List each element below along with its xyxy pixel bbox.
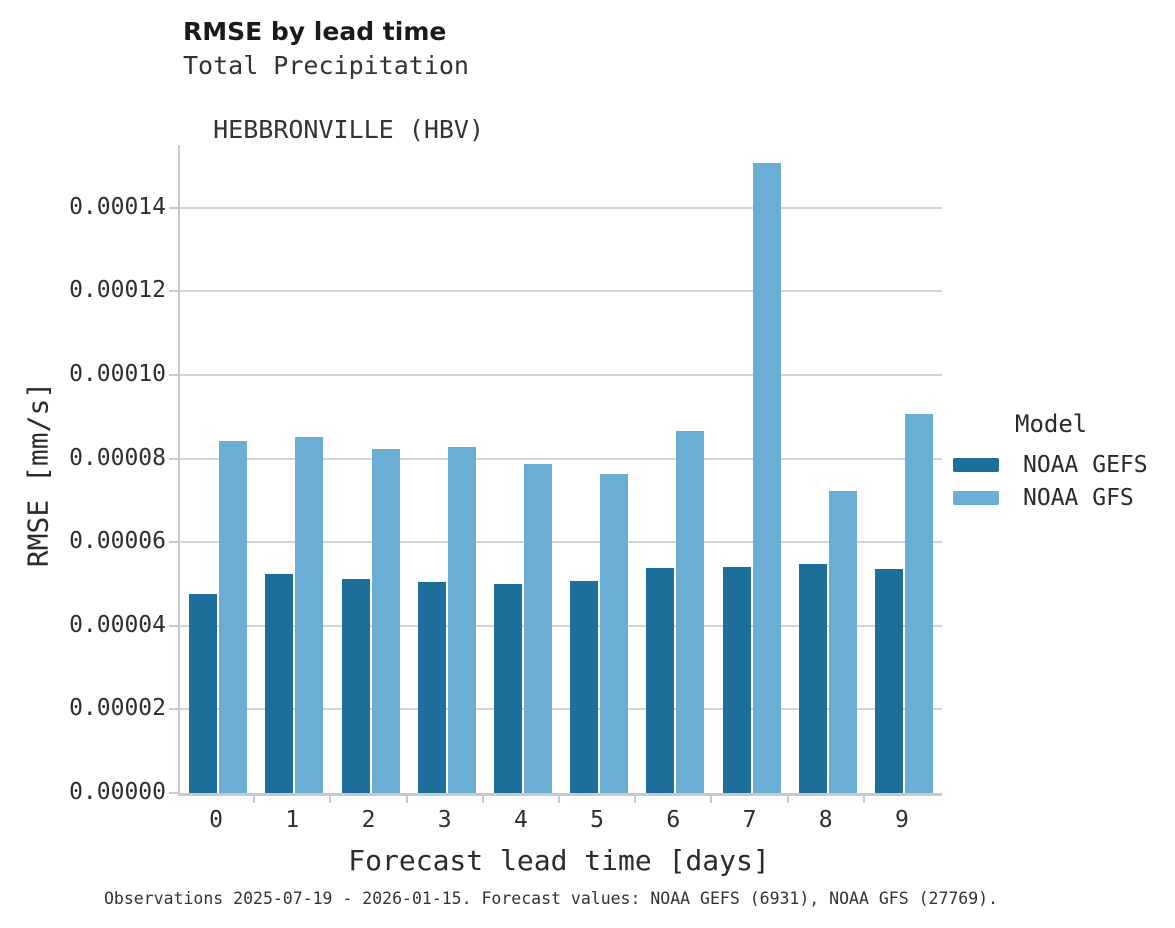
gridline — [180, 541, 942, 544]
x-tick-label: 5 — [590, 807, 605, 833]
y-tick-mark — [169, 708, 178, 711]
legend-item-noaa-gfs: NOAA GFS — [953, 485, 1148, 511]
y-tick-label: 0.00008 — [69, 444, 166, 471]
legend-title: Model — [1015, 410, 1088, 438]
legend-swatch — [953, 491, 999, 505]
y-tick-label: 0.00004 — [69, 611, 166, 638]
bar-noaa-gfs-lead-0 — [219, 440, 248, 793]
y-tick-label: 0.00000 — [69, 779, 166, 805]
bar-noaa-gefs-lead-9 — [874, 568, 903, 793]
y-tick-mark — [169, 290, 178, 293]
bar-noaa-gfs-lead-4 — [523, 463, 552, 793]
x-tick-label: 4 — [513, 807, 528, 833]
x-tick-label: 3 — [437, 807, 452, 833]
gridline — [180, 708, 942, 711]
bar-noaa-gefs-lead-5 — [570, 581, 599, 793]
x-axis-label: Forecast lead time [days] — [348, 844, 770, 877]
y-tick-label: 0.00010 — [69, 360, 166, 387]
x-tick-mark — [634, 796, 637, 803]
y-tick-label: 0.00006 — [69, 528, 166, 555]
bar-noaa-gefs-lead-3 — [417, 581, 446, 793]
gridline — [180, 206, 942, 209]
x-tick-label: 8 — [818, 807, 833, 833]
y-tick-mark — [169, 373, 178, 376]
x-tick-mark — [329, 796, 332, 803]
y-tick-mark — [169, 457, 178, 460]
gridline — [180, 373, 942, 376]
legend-swatch — [953, 458, 999, 472]
y-tick-mark — [169, 206, 178, 209]
bar-noaa-gefs-lead-2 — [341, 578, 370, 793]
gridline — [180, 624, 942, 627]
bar-noaa-gefs-lead-0 — [189, 594, 218, 793]
x-tick-label: 6 — [666, 807, 681, 833]
bar-noaa-gfs-lead-3 — [447, 446, 476, 793]
y-tick-mark — [169, 792, 178, 794]
bar-noaa-gefs-lead-4 — [493, 583, 522, 793]
x-tick-label: 0 — [209, 807, 224, 833]
subtitle-variable: Total Precipitation — [183, 51, 469, 80]
y-tick-label: 0.00012 — [69, 277, 166, 304]
plot-area — [178, 145, 942, 796]
legend-item-noaa-gefs: NOAA GEFS — [953, 452, 1148, 478]
gridline — [180, 290, 942, 293]
x-tick-mark — [405, 796, 408, 803]
chart-subtitle: Total Precipitation HEBBRONVILLE (HBV) — [183, 50, 484, 146]
chart-title: RMSE by lead time — [183, 17, 447, 46]
bar-noaa-gfs-lead-1 — [295, 436, 324, 793]
x-tick-mark — [710, 796, 713, 803]
bar-noaa-gfs-lead-9 — [904, 413, 933, 793]
x-tick-label: 7 — [742, 807, 757, 833]
bar-noaa-gfs-lead-2 — [371, 448, 400, 793]
gridline — [180, 457, 942, 460]
bar-noaa-gefs-lead-7 — [722, 567, 751, 793]
legend-label: NOAA GEFS — [1023, 452, 1148, 478]
x-tick-label: 1 — [285, 807, 300, 833]
footer-note: Observations 2025-07-19 - 2026-01-15. Fo… — [104, 889, 999, 908]
bar-noaa-gefs-lead-6 — [646, 568, 675, 793]
y-tick-label: 0.00014 — [69, 193, 166, 220]
bar-noaa-gefs-lead-8 — [798, 564, 827, 793]
y-tick-label: 0.00002 — [69, 695, 166, 722]
bar-noaa-gfs-lead-6 — [676, 430, 705, 793]
x-tick-label: 2 — [361, 807, 376, 833]
subtitle-station: HEBBRONVILLE (HBV) — [213, 115, 485, 144]
x-tick-mark — [253, 796, 256, 803]
legend: Model NOAA GEFS NOAA GFS — [953, 410, 1148, 518]
y-tick-mark — [169, 541, 178, 544]
x-tick-mark — [786, 796, 789, 803]
bar-noaa-gfs-lead-5 — [600, 473, 629, 793]
bar-noaa-gefs-lead-1 — [265, 573, 294, 793]
x-tick-mark — [558, 796, 560, 803]
bar-noaa-gfs-lead-8 — [828, 490, 857, 793]
legend-label: NOAA GFS — [1023, 485, 1134, 511]
x-tick-mark — [481, 796, 484, 803]
legend-rows: NOAA GEFS NOAA GFS — [953, 452, 1148, 511]
x-tick-label: 9 — [894, 807, 909, 833]
x-tick-mark — [862, 796, 865, 803]
y-tick-mark — [169, 624, 178, 627]
bar-noaa-gfs-lead-7 — [752, 162, 781, 793]
